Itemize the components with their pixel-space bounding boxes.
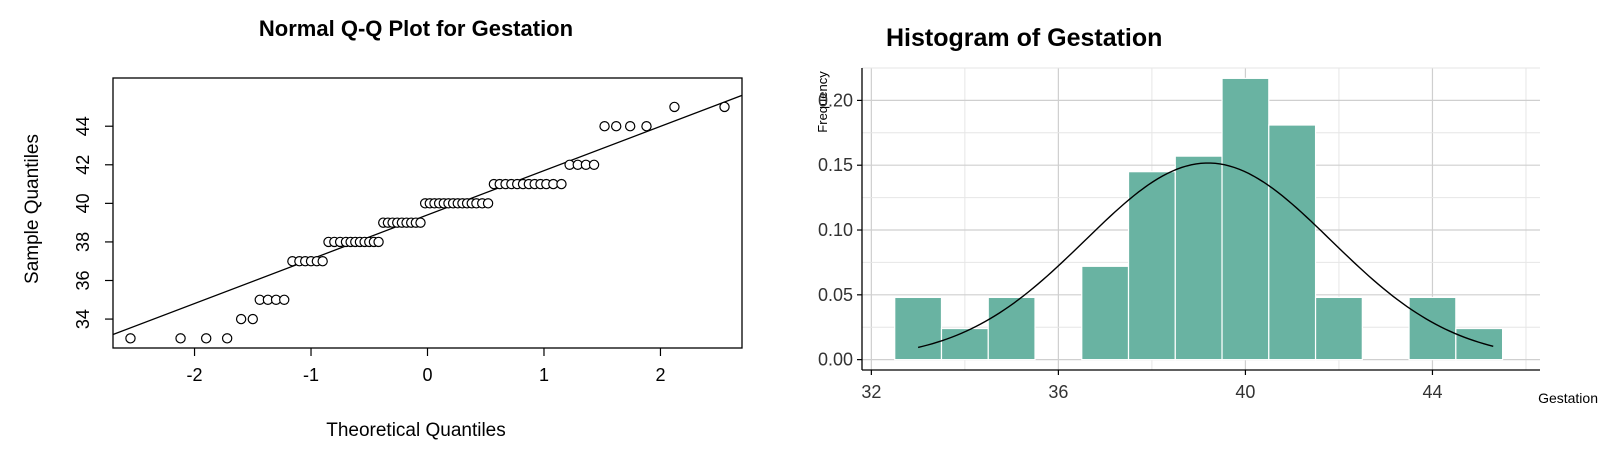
histogram-axes [861, 68, 1540, 371]
qq-x-tick-label: 2 [655, 365, 665, 385]
histogram-bar [1455, 327, 1504, 361]
qq-y-tick-label: 40 [73, 193, 93, 213]
qq-point [719, 101, 730, 113]
qq-point [669, 101, 680, 113]
qq-axes: -2 -1 0 1 2 34 36 38 40 42 44 [73, 116, 665, 385]
qq-point [221, 333, 233, 344]
qq-point [611, 121, 622, 132]
qq-point [482, 198, 494, 209]
histogram-bar [1081, 265, 1130, 361]
histogram-y-tick-label: 0.00 [818, 350, 853, 370]
qq-y-tick-label: 36 [73, 270, 93, 290]
histogram-y-axis-label: Frequency [815, 71, 830, 133]
qq-y-tick-label: 42 [73, 155, 93, 175]
qq-point [373, 236, 384, 248]
qq-y-axis-label: Sample Quantiles [22, 134, 43, 284]
qq-y-tick-label: 34 [73, 309, 93, 329]
histogram-bar [1314, 296, 1363, 361]
qq-point [200, 333, 212, 344]
qq-point [556, 178, 567, 190]
qq-point [175, 333, 186, 344]
histogram-x-tick-label: 32 [861, 382, 881, 402]
qq-point [641, 121, 652, 132]
density-curve [917, 162, 1494, 349]
qq-x-tick-label: -2 [187, 365, 203, 385]
qq-point [588, 159, 600, 170]
histogram-panel: Histogram of Gestation Frequency Gestati… [800, 0, 1624, 459]
histogram-bar [987, 296, 1036, 361]
histogram-title: Histogram of Gestation [886, 24, 1162, 52]
histogram-x-tick-label: 36 [1048, 382, 1068, 402]
qq-y-tick-label: 44 [73, 116, 93, 136]
histogram-y-tick-label: 0.10 [818, 220, 853, 240]
histogram: Histogram of Gestation Frequency Gestati… [815, 24, 1598, 406]
density-curve-line [917, 162, 1494, 349]
histogram-x-tick-label: 40 [1235, 382, 1255, 402]
qq-point [624, 121, 636, 132]
qq-plot-panel: Normal Q-Q Plot for Gestation Theoretica… [0, 0, 780, 459]
qq-point [247, 313, 258, 325]
qq-plot-frame [112, 77, 743, 349]
histogram-x-tick-label: 44 [1422, 382, 1442, 402]
qq-point [599, 121, 610, 132]
histogram-bar [1268, 124, 1317, 361]
qq-x-tick-label: -1 [303, 365, 319, 385]
histogram-y-tick-label: 0.20 [818, 90, 853, 110]
qq-x-axis-label: Theoretical Quantiles [326, 420, 506, 441]
histogram-x-axis-label: Gestation [1538, 390, 1598, 406]
qq-point [415, 217, 426, 228]
histogram-bars [894, 77, 1504, 361]
qq-x-tick-label: 1 [539, 365, 549, 385]
histogram-bar [1127, 171, 1176, 361]
qq-plot: Normal Q-Q Plot for Gestation Theoretica… [22, 16, 743, 441]
qq-points [125, 101, 730, 344]
histogram-bar [940, 327, 989, 361]
qq-point [317, 256, 328, 267]
qq-reference-line [112, 94, 743, 336]
histogram-tick-labels: 32 36 40 44 0.00 0.05 0.10 0.15 0.20 [818, 90, 1443, 402]
histogram-y-tick-label: 0.15 [818, 155, 853, 175]
histogram-y-tick-label: 0.05 [818, 285, 853, 305]
histogram-bar [894, 296, 943, 361]
qq-x-tick-label: 0 [422, 365, 432, 385]
qq-y-tick-label: 38 [73, 232, 93, 252]
qq-line-segment [112, 94, 743, 336]
qq-plot-title: Normal Q-Q Plot for Gestation [259, 16, 573, 41]
histogram-bar [1174, 155, 1223, 361]
histogram-bar [1408, 296, 1457, 361]
qq-point [125, 333, 136, 344]
histogram-bar [1221, 77, 1270, 361]
qq-point [235, 313, 247, 325]
qq-point [279, 294, 290, 305]
